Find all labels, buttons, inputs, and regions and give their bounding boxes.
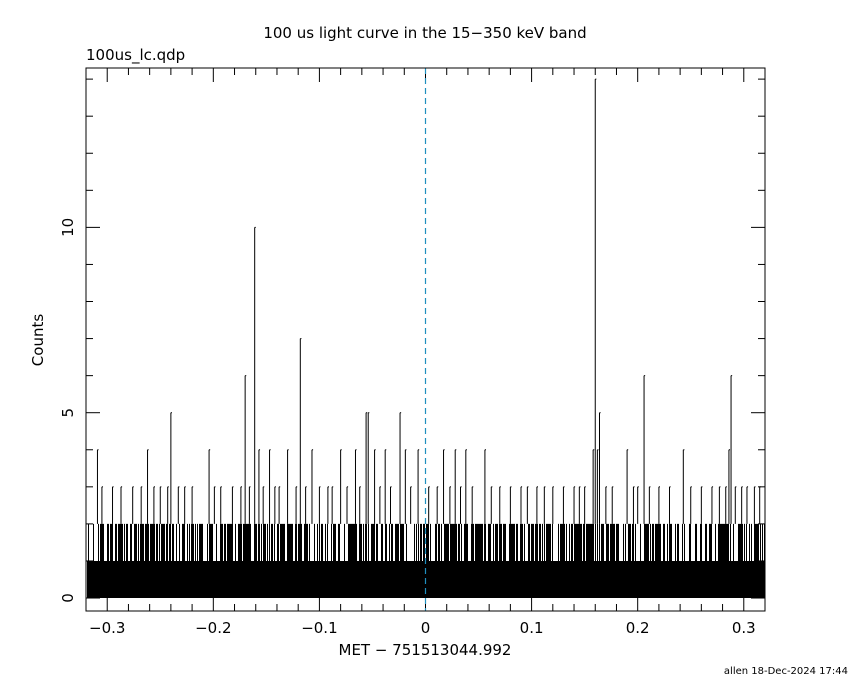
x-axis-label: MET − 751513044.992 bbox=[339, 641, 512, 659]
tick-labels-layer: −0.3 −0.2 −0.1 0 0.1 0.2 0.3 0 5 10 bbox=[59, 218, 756, 637]
bars-layer bbox=[87, 78, 765, 598]
noise-floor bbox=[87, 561, 765, 598]
y-axis-label: Counts bbox=[29, 314, 47, 367]
y-tick-label: 0 bbox=[59, 593, 77, 603]
x-tick-label: −0.2 bbox=[195, 619, 231, 637]
plot-frame bbox=[85, 67, 766, 612]
file-label: 100us_lc.qdp bbox=[86, 46, 185, 65]
x-tick-label: 0.3 bbox=[732, 619, 756, 637]
noise-floor-upper bbox=[88, 523, 765, 561]
x-tick-label: 0 bbox=[421, 619, 431, 637]
x-tick-label: −0.3 bbox=[89, 619, 125, 637]
footer-stamp: allen 18-Dec-2024 17:44 bbox=[724, 666, 848, 677]
x-tick-label: 0.2 bbox=[626, 619, 650, 637]
y-tick-label: 5 bbox=[59, 408, 77, 418]
chart-title: 100 us light curve in the 15−350 keV ban… bbox=[263, 24, 586, 42]
ticks-layer bbox=[85, 68, 766, 611]
x-tick-label: −0.1 bbox=[301, 619, 337, 637]
y-tick-label: 10 bbox=[59, 218, 77, 237]
x-tick-label: 0.1 bbox=[520, 619, 544, 637]
